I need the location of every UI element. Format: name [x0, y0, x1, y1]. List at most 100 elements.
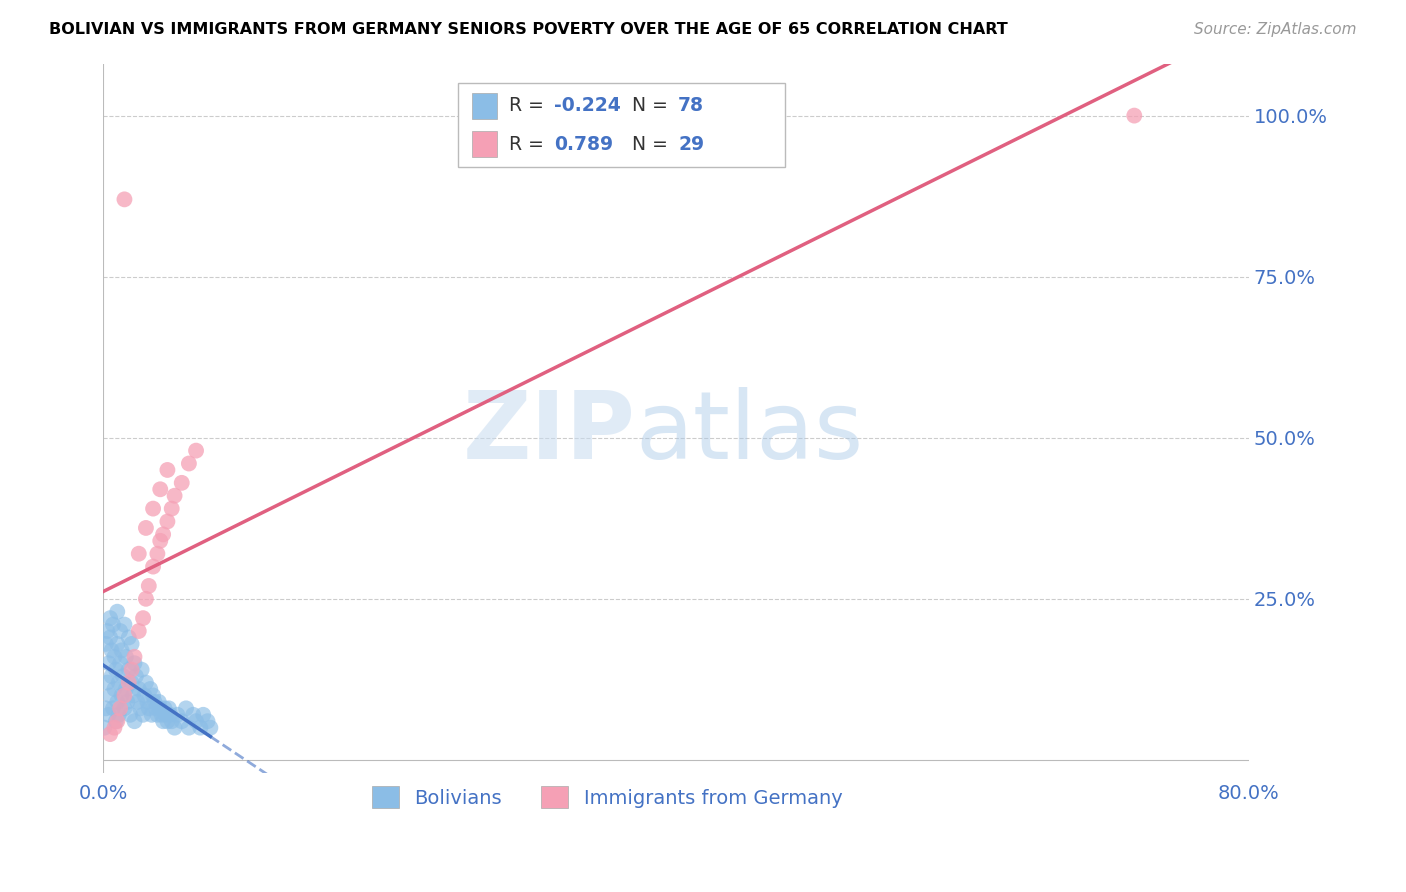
Point [193, 707, 215, 722]
Point [139, 681, 162, 696]
Point [135, 591, 157, 606]
Point [122, 689, 145, 703]
Point [142, 689, 165, 703]
Point [156, 463, 179, 477]
Point [101, 701, 124, 715]
Point [107, 675, 129, 690]
Point [156, 714, 179, 729]
Text: N =: N = [633, 135, 675, 153]
Point [141, 707, 163, 722]
Point [160, 714, 183, 729]
Point [136, 695, 159, 709]
Point [103, 721, 125, 735]
Point [121, 663, 143, 677]
Text: Source: ZipAtlas.com: Source: ZipAtlas.com [1194, 22, 1357, 37]
Point [135, 521, 157, 535]
Point [105, 605, 128, 619]
Point [104, 663, 127, 677]
Point [128, 624, 150, 638]
Point [100, 643, 122, 657]
Text: N =: N = [633, 96, 675, 115]
Point [138, 579, 160, 593]
Point [118, 675, 141, 690]
Point [163, 489, 186, 503]
Point [114, 617, 136, 632]
Point [100, 669, 122, 683]
Point [149, 533, 172, 548]
Point [156, 515, 179, 529]
Point [104, 714, 127, 729]
FancyBboxPatch shape [458, 83, 785, 167]
Point [142, 559, 165, 574]
Point [94, 701, 117, 715]
Point [98, 611, 121, 625]
Point [114, 192, 136, 206]
Point [108, 701, 131, 715]
Point [184, 443, 207, 458]
Point [124, 649, 146, 664]
Point [190, 721, 212, 735]
Point [135, 675, 157, 690]
Point [94, 637, 117, 651]
Point [132, 611, 155, 625]
Text: atlas: atlas [636, 386, 865, 479]
Point [114, 689, 136, 703]
Point [105, 714, 128, 729]
Point [163, 721, 186, 735]
Point [152, 527, 174, 541]
Point [103, 681, 125, 696]
Point [131, 663, 153, 677]
Point [101, 617, 124, 632]
Point [118, 663, 141, 677]
Legend: Bolivians, Immigrants from Germany: Bolivians, Immigrants from Germany [364, 778, 851, 816]
Point [115, 681, 138, 696]
Point [124, 657, 146, 671]
Text: BOLIVIAN VS IMMIGRANTS FROM GERMANY SENIORS POVERTY OVER THE AGE OF 65 CORRELATI: BOLIVIAN VS IMMIGRANTS FROM GERMANY SENI… [49, 22, 1008, 37]
Point [118, 631, 141, 645]
Point [111, 669, 134, 683]
Point [120, 707, 142, 722]
Point [121, 637, 143, 651]
Point [114, 701, 136, 715]
Point [110, 689, 132, 703]
Point [170, 714, 193, 729]
Point [170, 475, 193, 490]
Point [132, 707, 155, 722]
Point [184, 714, 207, 729]
Point [93, 721, 115, 735]
Point [105, 637, 128, 651]
Text: R =: R = [509, 135, 555, 153]
Point [157, 701, 180, 715]
Point [105, 695, 128, 709]
Point [153, 701, 176, 715]
Point [152, 714, 174, 729]
Text: -0.224: -0.224 [554, 96, 621, 115]
Point [160, 501, 183, 516]
Point [121, 675, 143, 690]
Point [148, 695, 170, 709]
Point [149, 483, 172, 497]
Point [115, 649, 138, 664]
Text: 78: 78 [678, 96, 704, 115]
Point [134, 689, 156, 703]
Point [128, 547, 150, 561]
Point [177, 457, 200, 471]
Point [197, 714, 219, 729]
Point [149, 701, 172, 715]
Point [138, 701, 160, 715]
Point [107, 707, 129, 722]
Point [124, 714, 146, 729]
Point [166, 707, 188, 722]
Point [174, 701, 197, 715]
Text: 0.789: 0.789 [554, 135, 613, 153]
Text: R =: R = [509, 96, 550, 115]
Point [98, 631, 121, 645]
Point [143, 695, 166, 709]
Point [96, 624, 118, 638]
Point [145, 701, 167, 715]
Point [146, 707, 169, 722]
Point [127, 695, 149, 709]
Point [177, 721, 200, 735]
Point [142, 501, 165, 516]
Point [181, 707, 204, 722]
